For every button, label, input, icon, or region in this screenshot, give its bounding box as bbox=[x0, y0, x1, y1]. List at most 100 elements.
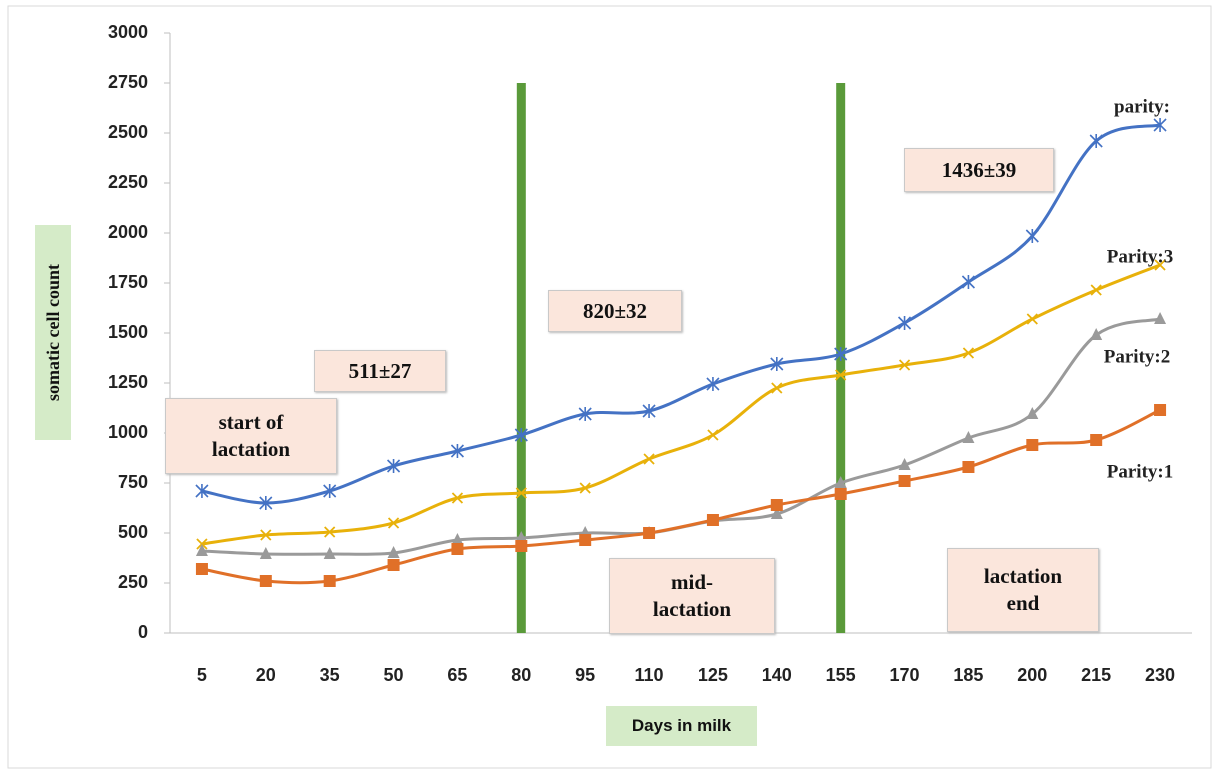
marker bbox=[387, 546, 400, 558]
marker bbox=[643, 527, 656, 539]
marker bbox=[1026, 313, 1038, 325]
annotation: lactation end bbox=[947, 548, 1099, 632]
x-tick-label: 65 bbox=[447, 665, 467, 685]
x-tick-label: 20 bbox=[256, 665, 276, 685]
annotation-line: lactation bbox=[211, 437, 291, 461]
x-tick-label: 35 bbox=[320, 665, 340, 685]
annotation: 820±32 bbox=[548, 290, 682, 332]
marker bbox=[451, 543, 464, 555]
x-tick-label: 50 bbox=[384, 665, 404, 685]
marker bbox=[515, 487, 527, 499]
marker bbox=[1090, 434, 1103, 446]
marker bbox=[323, 547, 336, 559]
annotation-line: end bbox=[1006, 591, 1040, 615]
marker bbox=[196, 538, 208, 550]
marker bbox=[962, 347, 975, 359]
y-tick-label: 250 bbox=[118, 572, 148, 592]
annotation-line: lactation bbox=[652, 597, 732, 621]
y-tick-label: 2500 bbox=[108, 122, 148, 142]
marker bbox=[1090, 328, 1103, 340]
series-label: Parity:2 bbox=[1104, 346, 1170, 367]
series-label: Parity:1 bbox=[1107, 461, 1173, 482]
marker bbox=[898, 475, 911, 487]
marker bbox=[1089, 134, 1103, 148]
marker bbox=[1090, 284, 1102, 296]
series-line bbox=[201, 408, 1161, 585]
y-tick-label: 0 bbox=[138, 622, 148, 642]
x-tick-label: 215 bbox=[1081, 665, 1111, 685]
marker bbox=[898, 359, 911, 371]
annotation: 1436±39 bbox=[904, 148, 1054, 192]
marker bbox=[323, 575, 336, 587]
marker bbox=[1026, 407, 1039, 419]
annotation-line: start of bbox=[218, 410, 284, 434]
x-tick-label: 200 bbox=[1017, 665, 1047, 685]
marker bbox=[195, 563, 208, 575]
x-tick-label: 230 bbox=[1145, 665, 1175, 685]
annotation-line: lactation bbox=[983, 564, 1063, 588]
marker bbox=[1026, 439, 1039, 451]
marker bbox=[834, 476, 847, 488]
x-tick-label: 185 bbox=[953, 665, 983, 685]
marker bbox=[323, 484, 337, 498]
marker bbox=[259, 547, 272, 559]
y-tick-label: 2750 bbox=[108, 72, 148, 92]
marker bbox=[259, 496, 273, 510]
marker bbox=[707, 429, 719, 441]
y-tick-label: 3000 bbox=[108, 22, 148, 42]
series-label: Parity:3 bbox=[1107, 246, 1173, 267]
y-tick-label: 1500 bbox=[108, 322, 148, 342]
series-label: parity: bbox=[1114, 96, 1170, 117]
y-tick-label: 500 bbox=[118, 522, 148, 542]
marker bbox=[770, 507, 783, 519]
x-tick-label: 140 bbox=[762, 665, 792, 685]
marker bbox=[706, 377, 720, 391]
marker bbox=[897, 316, 912, 330]
annotation-line: 1436±39 bbox=[941, 157, 1017, 182]
marker bbox=[706, 514, 719, 526]
annotation-line: mid- bbox=[671, 570, 713, 594]
marker bbox=[515, 540, 528, 552]
y-axis-title: somatic cell count bbox=[42, 264, 63, 401]
x-tick-label: 80 bbox=[511, 665, 531, 685]
marker bbox=[643, 453, 655, 465]
marker bbox=[387, 517, 400, 529]
x-tick-label: 155 bbox=[826, 665, 856, 685]
annotation-line: 511±27 bbox=[348, 358, 412, 383]
x-tick-label: 110 bbox=[635, 665, 664, 685]
x-tick-label: 5 bbox=[197, 665, 207, 685]
marker bbox=[770, 357, 784, 371]
marker bbox=[387, 559, 400, 571]
y-tick-label: 2000 bbox=[108, 222, 148, 242]
x-tick-label: 125 bbox=[698, 665, 728, 685]
y-tick-label: 1750 bbox=[108, 272, 148, 292]
marker bbox=[451, 492, 464, 504]
marker bbox=[514, 428, 528, 442]
marker bbox=[579, 534, 592, 546]
marker bbox=[195, 484, 209, 498]
marker bbox=[451, 533, 464, 545]
marker bbox=[770, 499, 783, 511]
marker bbox=[1154, 259, 1166, 271]
marker bbox=[834, 488, 847, 500]
y-axis-title-box: somatic cell count bbox=[35, 225, 71, 440]
marker bbox=[1025, 229, 1039, 243]
y-tick-label: 2250 bbox=[108, 172, 148, 192]
marker bbox=[835, 369, 847, 381]
marker bbox=[579, 482, 591, 494]
frame bbox=[7, 5, 1212, 769]
marker bbox=[259, 575, 272, 587]
annotation: 511±27 bbox=[314, 350, 446, 392]
annotation-line: 820±32 bbox=[582, 298, 648, 323]
y-tick-label: 1250 bbox=[108, 372, 148, 392]
marker bbox=[962, 461, 975, 473]
y-tick-label: 750 bbox=[118, 472, 148, 492]
marker bbox=[386, 459, 401, 473]
marker bbox=[961, 275, 976, 289]
marker bbox=[324, 526, 336, 538]
annotation: mid- lactation bbox=[609, 558, 775, 634]
marker bbox=[1154, 312, 1167, 324]
marker bbox=[898, 458, 911, 470]
